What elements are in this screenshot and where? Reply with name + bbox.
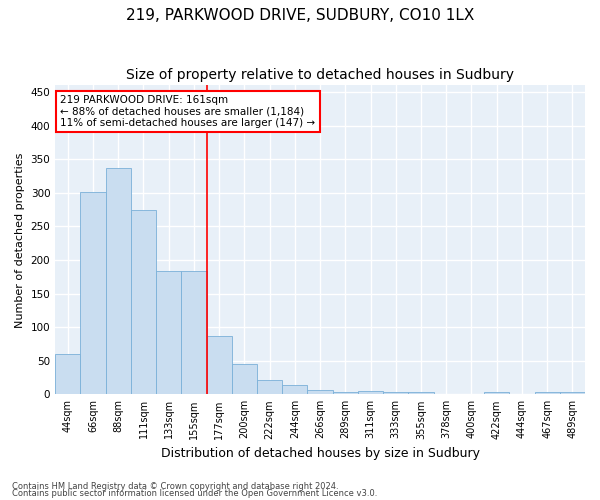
Bar <box>409 392 434 394</box>
Bar <box>206 336 232 394</box>
Title: Size of property relative to detached houses in Sudbury: Size of property relative to detached ho… <box>126 68 514 82</box>
Bar <box>181 271 206 394</box>
X-axis label: Distribution of detached houses by size in Sudbury: Distribution of detached houses by size … <box>161 447 479 460</box>
Bar <box>156 271 181 394</box>
Text: 219, PARKWOOD DRIVE, SUDBURY, CO10 1LX: 219, PARKWOOD DRIVE, SUDBURY, CO10 1LX <box>126 8 474 22</box>
Bar <box>484 392 509 394</box>
Bar <box>282 385 307 394</box>
Bar <box>383 392 409 394</box>
Bar <box>55 354 80 395</box>
Bar <box>535 392 560 394</box>
Bar <box>257 380 282 394</box>
Bar <box>232 364 257 394</box>
Bar <box>106 168 131 394</box>
Bar <box>307 390 332 394</box>
Y-axis label: Number of detached properties: Number of detached properties <box>15 152 25 328</box>
Bar <box>332 392 358 394</box>
Text: Contains HM Land Registry data © Crown copyright and database right 2024.: Contains HM Land Registry data © Crown c… <box>12 482 338 491</box>
Bar <box>80 192 106 394</box>
Bar <box>131 210 156 394</box>
Text: 219 PARKWOOD DRIVE: 161sqm
← 88% of detached houses are smaller (1,184)
11% of s: 219 PARKWOOD DRIVE: 161sqm ← 88% of deta… <box>61 94 316 128</box>
Bar <box>358 391 383 394</box>
Text: Contains public sector information licensed under the Open Government Licence v3: Contains public sector information licen… <box>12 490 377 498</box>
Bar <box>560 392 585 394</box>
